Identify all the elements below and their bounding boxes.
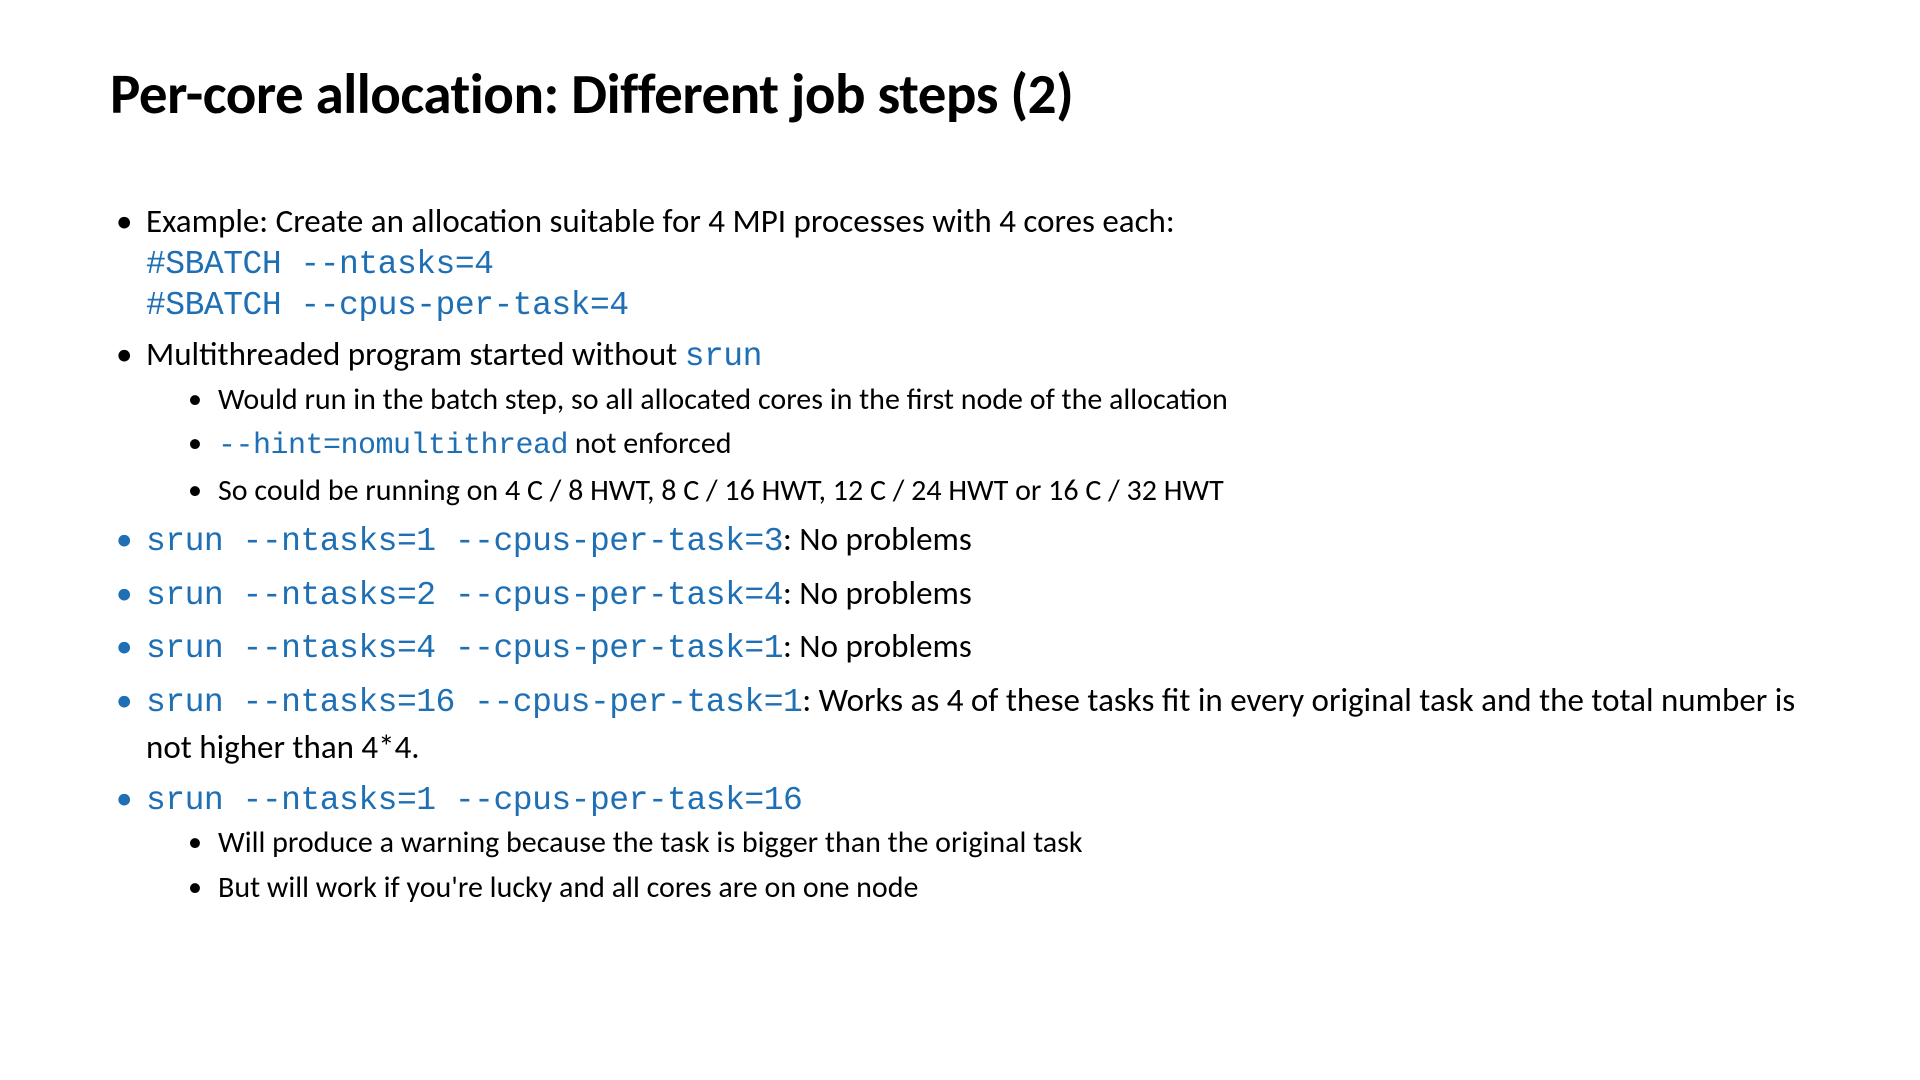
code-srun-16-1: srun --ntasks=16 --cpus-per-task=1 [146, 684, 802, 721]
srun-4-1-post: : No problems [783, 626, 972, 666]
bullet-srun-16-1: srun --ntasks=16 --cpus-per-task=1: Work… [110, 678, 1810, 770]
code-srun-inline: srun [685, 338, 762, 375]
sub-hint-post: not enforced [568, 425, 731, 462]
code-hint: --hint=nomultithread [218, 429, 568, 463]
bullet-multithreaded: Multithreaded program started without sr… [110, 332, 1810, 511]
slide-content: Example: Create an allocation suitable f… [110, 199, 1810, 908]
sub-running-on: So could be running on 4 C / 8 HWT, 8 C … [182, 471, 1810, 512]
bullet-srun-4-1: srun --ntasks=4 --cpus-per-task=1: No pr… [110, 624, 1810, 672]
bullet-srun-1-3: srun --ntasks=1 --cpus-per-task=3: No pr… [110, 517, 1810, 565]
bullet-list: Example: Create an allocation suitable f… [110, 199, 1810, 908]
bullet-multithreaded-pre: Multithreaded program started without [146, 334, 685, 374]
bullet-example-text: Example: Create an allocation suitable f… [146, 201, 1175, 241]
bullet-srun-2-4: srun --ntasks=2 --cpus-per-task=4: No pr… [110, 571, 1810, 619]
code-srun-2-4: srun --ntasks=2 --cpus-per-task=4 [146, 577, 783, 614]
code-sbatch-ntasks: #SBATCH --ntasks=4 [146, 244, 1810, 285]
slide-title: Per-core allocation: Different job steps… [110, 60, 1810, 129]
sub-lucky: But will work if you're lucky and all co… [182, 868, 1810, 909]
sub-warning: Will produce a warning because the task … [182, 823, 1810, 864]
sub-hint: --hint=nomultithread not enforced [182, 424, 1810, 467]
bullet-example: Example: Create an allocation suitable f… [110, 199, 1810, 326]
code-sbatch-cpus: #SBATCH --cpus-per-task=4 [146, 285, 1810, 326]
code-srun-1-3: srun --ntasks=1 --cpus-per-task=3 [146, 523, 783, 560]
srun-1-3-post: : No problems [783, 519, 972, 559]
bullet-srun-1-16: srun --ntasks=1 --cpus-per-task=16 Will … [110, 776, 1810, 909]
sub-batch-step: Would run in the batch step, so all allo… [182, 380, 1810, 421]
code-srun-1-16: srun --ntasks=1 --cpus-per-task=16 [146, 782, 802, 819]
srun-2-4-post: : No problems [783, 573, 972, 613]
code-srun-4-1: srun --ntasks=4 --cpus-per-task=1 [146, 630, 783, 667]
